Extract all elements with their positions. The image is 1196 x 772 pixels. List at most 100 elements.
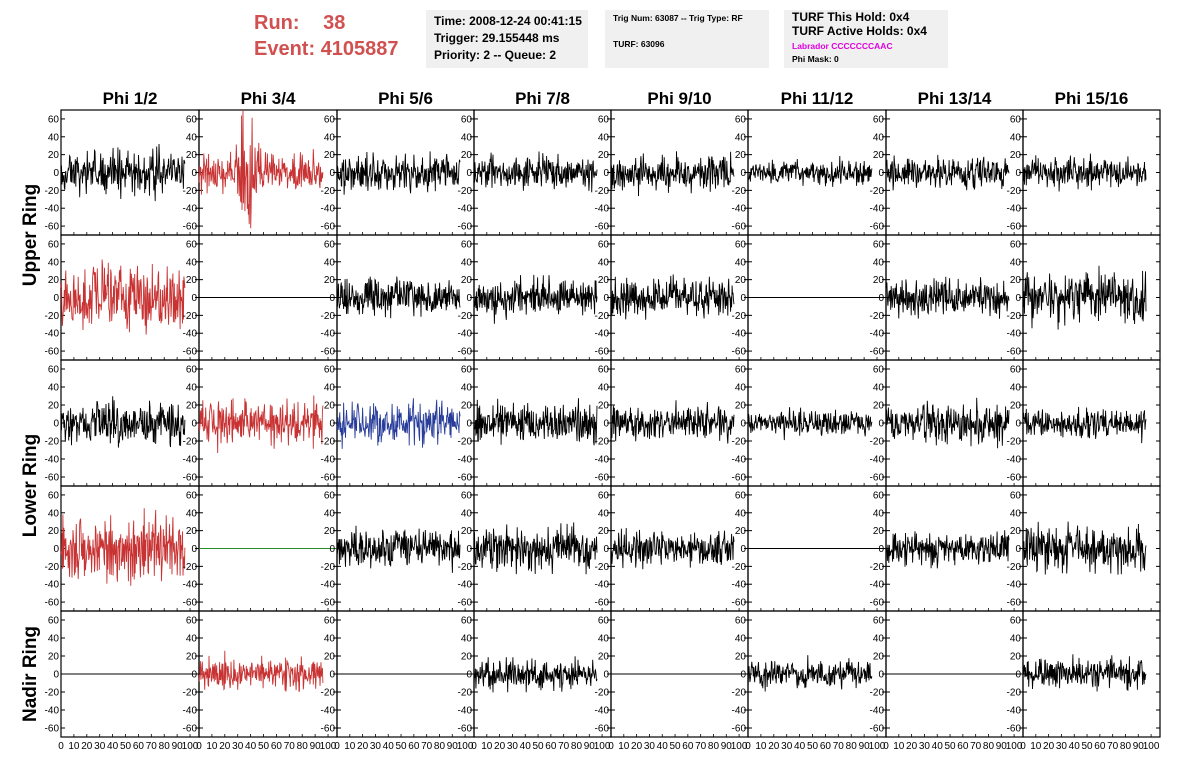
x-tick-label: 100 bbox=[1006, 741, 1023, 752]
y-tick-label: 20 bbox=[735, 401, 747, 412]
y-tick-label: 40 bbox=[1010, 132, 1022, 143]
y-tick-label: 40 bbox=[186, 508, 198, 519]
x-tick-label: 40 bbox=[245, 741, 257, 752]
y-tick-label: 60 bbox=[735, 365, 747, 376]
x-tick-label: 70 bbox=[1107, 741, 1119, 752]
y-tick-label: -60 bbox=[595, 473, 610, 484]
waveform-panel: -60 -40 -20 0 20 40 60 bbox=[870, 109, 1024, 236]
y-tick-label: 40 bbox=[735, 383, 747, 394]
x-tick-label: 20 bbox=[906, 741, 918, 752]
waveform-panel: -60 -40 -20 0 20 40 60 bbox=[183, 234, 338, 361]
y-tick-label: -40 bbox=[595, 204, 610, 215]
y-tick-label: 0 bbox=[603, 670, 609, 681]
waveform-trace bbox=[747, 407, 873, 441]
y-tick-label: -20 bbox=[321, 562, 336, 573]
y-tick-label: 20 bbox=[873, 275, 885, 286]
y-tick-label: -40 bbox=[732, 204, 747, 215]
y-tick-label: 20 bbox=[48, 401, 60, 412]
waveform-trace bbox=[885, 530, 1010, 569]
y-tick-label: -60 bbox=[1007, 598, 1022, 609]
y-tick-label: -60 bbox=[732, 222, 747, 233]
trig-info-box: Trig Num: 63087 -- Trig Type: RF TURF: 6… bbox=[605, 10, 769, 68]
y-tick-label: 0 bbox=[603, 544, 609, 555]
x-tick-label: 30 bbox=[94, 741, 106, 752]
x-tick-label: 50 bbox=[395, 741, 407, 752]
x-tick-label: 10 bbox=[206, 741, 218, 752]
y-tick-label: 0 bbox=[1015, 293, 1021, 304]
x-tick-label: 80 bbox=[297, 741, 309, 752]
y-tick-label: 40 bbox=[873, 257, 885, 268]
waveform-trace bbox=[473, 522, 598, 575]
y-tick-label: -40 bbox=[870, 455, 885, 466]
y-tick-label: 20 bbox=[1010, 150, 1022, 161]
ring-label: Upper Ring bbox=[20, 184, 41, 286]
y-tick-label: 20 bbox=[186, 150, 198, 161]
y-tick-label: -40 bbox=[458, 455, 473, 466]
x-tick-label: 60 bbox=[408, 741, 420, 752]
y-tick-label: 20 bbox=[598, 150, 610, 161]
y-tick-label: -40 bbox=[458, 204, 473, 215]
x-tick-label: 50 bbox=[944, 741, 956, 752]
x-tick-label: 10 bbox=[68, 741, 80, 752]
y-tick-label: 40 bbox=[735, 132, 747, 143]
y-tick-label: -40 bbox=[1007, 706, 1022, 717]
labrador-text: Labrador CCCCCCCAAC bbox=[792, 41, 893, 51]
y-tick-label: 40 bbox=[461, 132, 473, 143]
y-tick-label: 0 bbox=[191, 544, 197, 555]
y-tick-label: 20 bbox=[324, 401, 336, 412]
waveform-trace bbox=[610, 400, 735, 446]
y-tick-label: 40 bbox=[1010, 634, 1022, 645]
x-tick-label: 50 bbox=[807, 741, 819, 752]
y-tick-label: -60 bbox=[458, 598, 473, 609]
y-tick-label: 40 bbox=[1010, 383, 1022, 394]
waveform-panel: -60 -40 -20 0 20 40 60 bbox=[45, 359, 200, 487]
waveform-trace bbox=[60, 396, 186, 448]
x-tick-label: 80 bbox=[983, 741, 995, 752]
y-tick-label: -60 bbox=[183, 724, 198, 735]
y-tick-label: 0 bbox=[329, 544, 335, 555]
y-tick-label: -40 bbox=[595, 455, 610, 466]
y-tick-label: -20 bbox=[732, 437, 747, 448]
y-tick-label: 60 bbox=[461, 365, 473, 376]
y-tick-label: -60 bbox=[1007, 473, 1022, 484]
y-tick-label: 0 bbox=[1015, 419, 1021, 430]
waveform-trace bbox=[60, 259, 186, 335]
y-tick-label: 40 bbox=[324, 257, 336, 268]
y-tick-label: 60 bbox=[735, 616, 747, 627]
y-tick-label: -40 bbox=[321, 455, 336, 466]
y-tick-label: -40 bbox=[183, 706, 198, 717]
y-tick-label: -40 bbox=[45, 580, 60, 591]
y-tick-label: 0 bbox=[878, 168, 884, 179]
waveform-panel: -60 -40 -20 0 20 40 60 bbox=[321, 234, 475, 361]
x-tick-label: 60 bbox=[133, 741, 145, 752]
waveform-trace bbox=[885, 397, 1010, 449]
waveform-panel: -60 -40 -20 0 20 40 60 bbox=[45, 234, 200, 361]
event-value: 4105887 bbox=[320, 38, 399, 60]
y-tick-label: 40 bbox=[324, 383, 336, 394]
x-tick-label: 70 bbox=[421, 741, 433, 752]
x-tick-label: 50 bbox=[532, 741, 544, 752]
y-tick-label: 20 bbox=[598, 401, 610, 412]
y-tick-label: 40 bbox=[873, 383, 885, 394]
y-tick-label: 60 bbox=[735, 490, 747, 501]
x-tick-label: 30 bbox=[370, 741, 382, 752]
y-tick-label: 40 bbox=[186, 257, 198, 268]
y-tick-label: 20 bbox=[873, 401, 885, 412]
waveform-trace bbox=[473, 274, 598, 324]
waveform-trace bbox=[336, 151, 461, 195]
y-tick-label: 40 bbox=[186, 132, 198, 143]
x-tick-label: 20 bbox=[357, 741, 369, 752]
y-tick-label: 20 bbox=[186, 401, 198, 412]
waveform-panel: -60 -40 -20 0 20 40 60 bbox=[870, 485, 1024, 612]
x-tick-label: 40 bbox=[383, 741, 395, 752]
waveform-trace bbox=[198, 650, 324, 693]
x-tick-label: 100 bbox=[182, 741, 199, 752]
y-tick-label: 60 bbox=[186, 239, 198, 250]
column-header: Phi 7/8 bbox=[515, 89, 570, 108]
y-tick-label: -20 bbox=[1007, 437, 1022, 448]
y-tick-label: -40 bbox=[321, 706, 336, 717]
x-tick-label: 10 bbox=[618, 741, 630, 752]
waveform-panel: -60 -40 -20 0 20 40 60 bbox=[321, 109, 475, 236]
x-tick-label: 70 bbox=[146, 741, 158, 752]
y-tick-label: 60 bbox=[324, 490, 336, 501]
